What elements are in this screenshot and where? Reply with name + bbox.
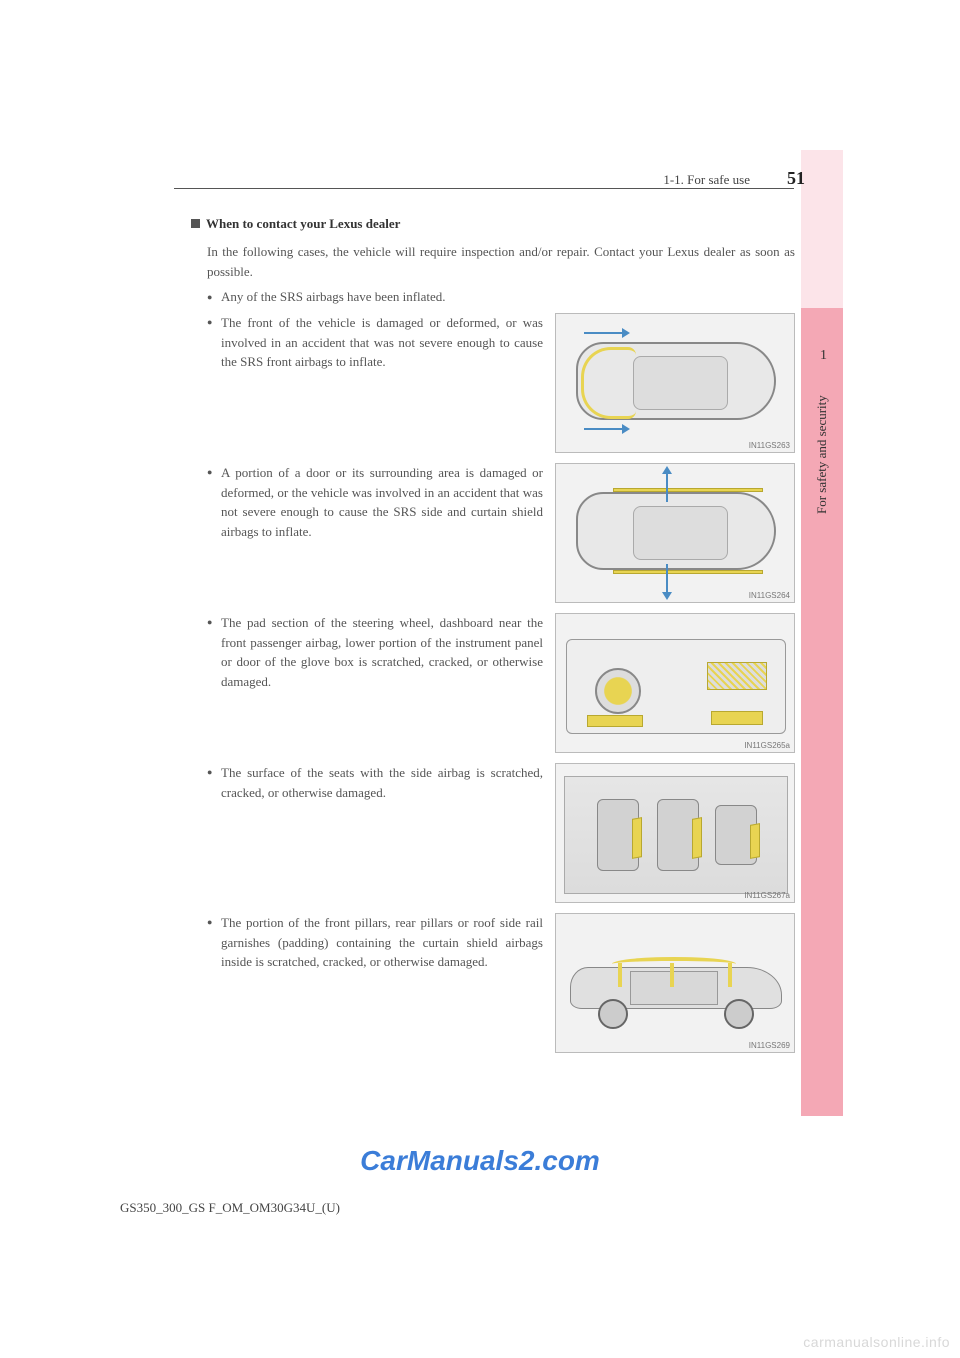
heading-text: When to contact your Lexus dealer [206,216,400,231]
watermark-text: CarManuals2.com [360,1145,600,1177]
square-bullet-icon [191,219,200,228]
content-area: When to contact your Lexus dealer In the… [175,216,795,1063]
sidebar-tab-upper [801,150,843,308]
item-text: A portion of a door or its surrounding a… [207,463,543,541]
arrow-icon [666,564,668,594]
arrow-icon [584,428,624,430]
intro-paragraph: In the following cases, the vehicle will… [175,242,795,281]
figure-seats: IN11GS267a [555,763,795,903]
figure-front-damage: IN11GS263 [555,313,795,453]
section-heading: When to contact your Lexus dealer [175,216,795,232]
item-text: The front of the vehicle is damaged or d… [207,313,543,372]
list-item: The surface of the seats with the side a… [175,763,795,903]
list-item: The portion of the front pillars, rear p… [175,913,795,1053]
figure-caption: IN11GS265a [744,741,790,750]
figure-dashboard: IN11GS265a [555,613,795,753]
figure-caption: IN11GS264 [749,591,790,600]
section-label: 1-1. For safe use [663,172,750,188]
header-rule [174,188,794,189]
item-text: The surface of the seats with the side a… [207,763,543,802]
chapter-number: 1 [820,348,827,364]
site-watermark: carmanualsonline.info [803,1334,950,1350]
footer-document-code: GS350_300_GS F_OM_OM30G34U_(U) [120,1200,340,1216]
arrow-icon [666,472,668,502]
car-top-illustration [576,342,776,420]
chapter-title: For safety and security [803,395,841,695]
car-top-illustration [576,492,776,570]
item-text: The pad section of the steering wheel, d… [207,613,543,691]
list-item: A portion of a door or its surrounding a… [175,463,795,603]
figure-caption: IN11GS263 [749,441,790,450]
figure-caption: IN11GS267a [744,891,790,900]
item-text: The portion of the front pillars, rear p… [207,913,543,972]
list-item: The front of the vehicle is damaged or d… [175,313,795,453]
car-side-illustration [570,949,782,1029]
list-item: The pad section of the steering wheel, d… [175,613,795,753]
figure-caption: IN11GS269 [749,1041,790,1050]
page-number: 51 [787,168,805,189]
arrow-icon [584,332,624,334]
dashboard-illustration [566,639,786,734]
bullet-text: Any of the SRS airbags have been inflate… [207,289,446,305]
figure-side-damage: IN11GS264 [555,463,795,603]
bullet-item: Any of the SRS airbags have been inflate… [175,289,795,305]
seats-illustration [564,776,788,894]
figure-pillars: IN11GS269 [555,913,795,1053]
